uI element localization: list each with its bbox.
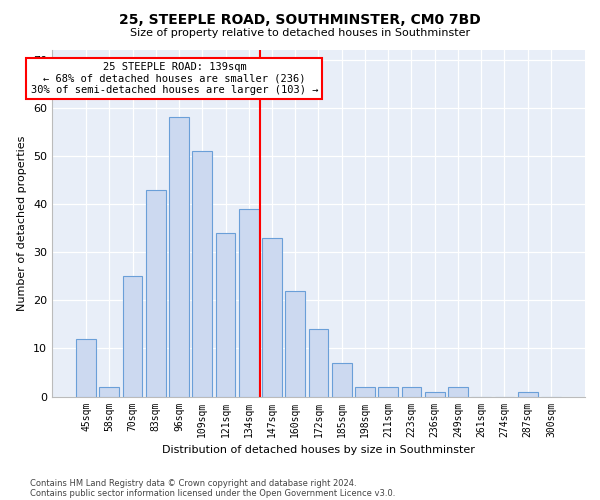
Bar (76, 339, 96, 396)
Bar (215, 233, 235, 396)
Text: Size of property relative to detached houses in Southminster: Size of property relative to detached ho… (130, 28, 470, 38)
X-axis label: Distribution of detached houses by size in Southminster: Distribution of detached houses by size … (162, 445, 475, 455)
Text: 25, STEEPLE ROAD, SOUTHMINSTER, CM0 7BD: 25, STEEPLE ROAD, SOUTHMINSTER, CM0 7BD (119, 12, 481, 26)
Bar (379, 387, 398, 396)
Bar (332, 363, 352, 396)
Bar (425, 392, 445, 396)
Text: Contains public sector information licensed under the Open Government Licence v3: Contains public sector information licen… (30, 488, 395, 498)
Bar (355, 387, 375, 396)
Bar (239, 209, 259, 396)
Bar (401, 387, 421, 396)
Bar (286, 290, 305, 397)
Y-axis label: Number of detached properties: Number of detached properties (17, 136, 28, 311)
Bar (122, 276, 142, 396)
Bar (100, 387, 119, 396)
Bar (193, 151, 212, 396)
Text: Contains HM Land Registry data © Crown copyright and database right 2024.: Contains HM Land Registry data © Crown c… (30, 478, 356, 488)
Bar (146, 190, 166, 396)
Bar (308, 329, 328, 396)
Bar (448, 387, 468, 396)
Bar (518, 392, 538, 396)
Bar (169, 118, 189, 396)
Bar (262, 238, 282, 396)
Text: 25 STEEPLE ROAD: 139sqm
← 68% of detached houses are smaller (236)
30% of semi-d: 25 STEEPLE ROAD: 139sqm ← 68% of detache… (31, 62, 318, 95)
